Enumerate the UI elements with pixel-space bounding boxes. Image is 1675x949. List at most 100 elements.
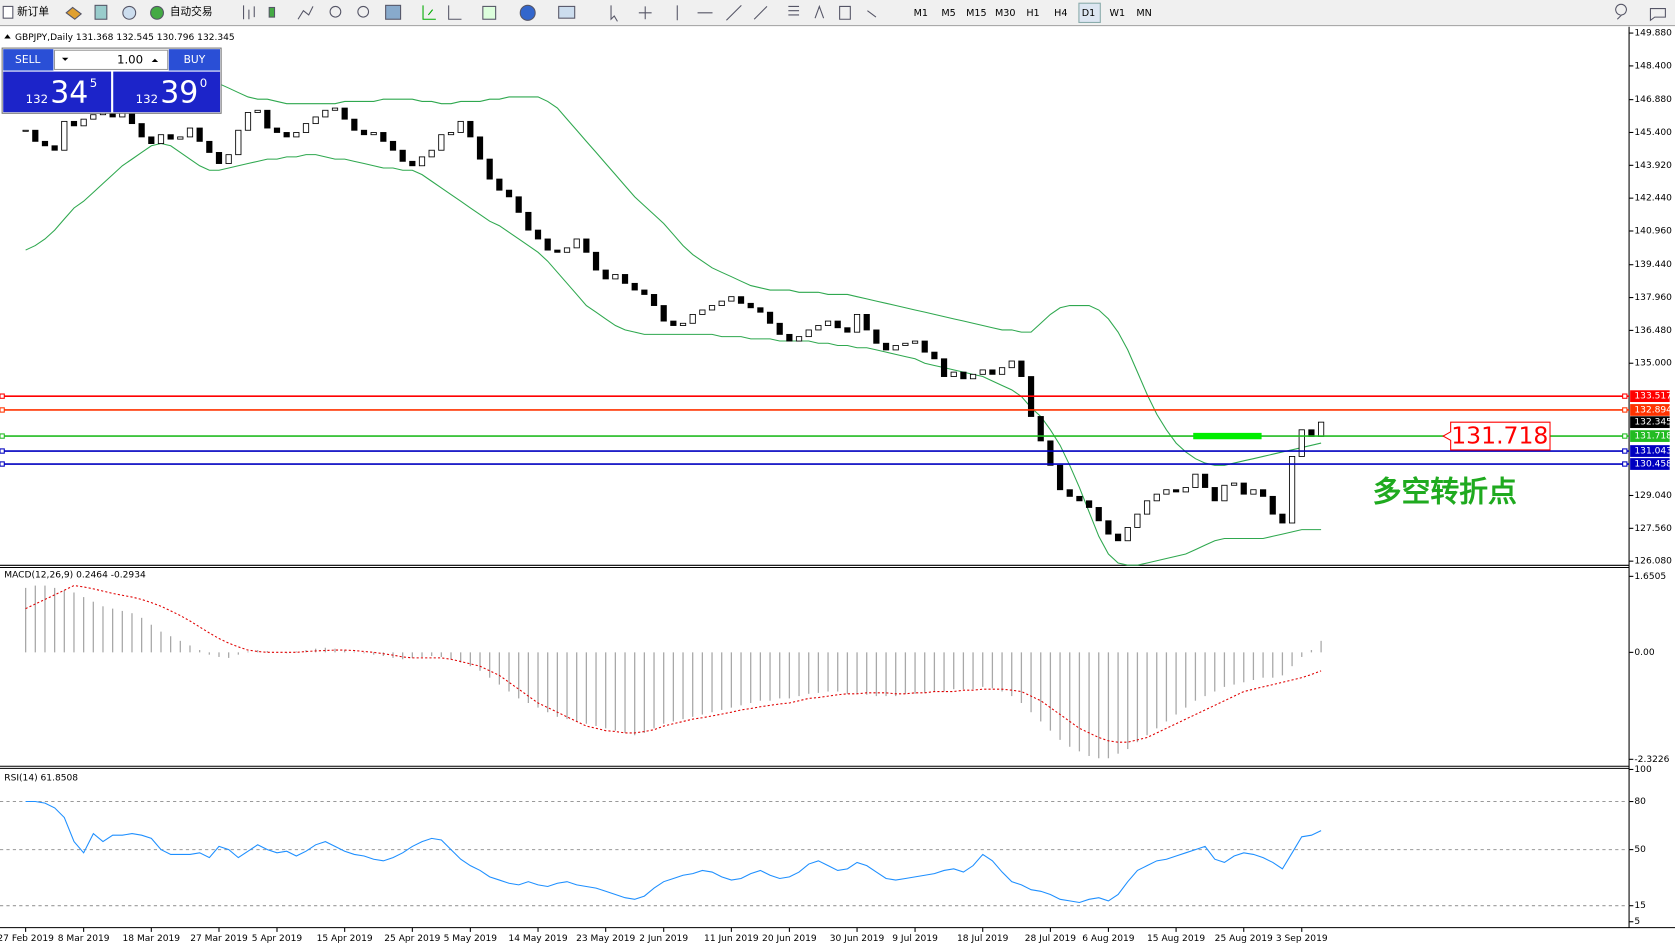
- candle: [476, 136, 484, 160]
- buy-button[interactable]: [168, 49, 221, 71]
- candle: [1153, 493, 1160, 502]
- candle: [235, 129, 242, 156]
- candle: [960, 371, 967, 380]
- timeframe-button[interactable]: M30: [995, 8, 1016, 19]
- candle: [157, 134, 165, 144]
- candle: [1221, 484, 1228, 502]
- timeframe-button[interactable]: M5: [941, 8, 955, 19]
- icon[interactable]: [122, 5, 137, 20]
- toolbar: [0, 0, 1675, 26]
- x-tick-label: 6 Aug 2019: [1082, 934, 1135, 944]
- timeframe-button[interactable]: MN: [1136, 8, 1151, 19]
- y-tick-label: 146.880: [1634, 95, 1672, 105]
- timeframe-button[interactable]: D1: [1082, 8, 1096, 19]
- x-tick-label: 27 Mar 2019: [190, 934, 248, 944]
- icon[interactable]: [422, 5, 436, 20]
- search[interactable]: [1615, 3, 1627, 20]
- x-tick-label: 27 Feb 2019: [0, 934, 54, 944]
- new-order-label[interactable]: 新订单: [17, 5, 49, 18]
- x-tick-label: 9 Jul 2019: [892, 934, 938, 944]
- candle: [795, 336, 803, 342]
- timeframe-button[interactable]: M1: [914, 8, 928, 19]
- candle: [621, 274, 629, 284]
- buy-price-sup: 0: [200, 76, 207, 90]
- candle: [1076, 495, 1083, 502]
- y-tick-label: 143.920: [1634, 161, 1672, 171]
- zoom-in[interactable]: [329, 5, 342, 18]
- candle: [612, 274, 619, 280]
- candle: [969, 373, 977, 380]
- x-tick-label: 20 Jun 2019: [762, 934, 817, 944]
- candle: [1114, 533, 1122, 542]
- candle: [873, 329, 880, 344]
- zoom-out[interactable]: [357, 5, 370, 18]
- timeframe-button[interactable]: M15: [966, 8, 987, 19]
- candle: [1279, 513, 1286, 524]
- chat[interactable]: [1649, 8, 1666, 22]
- candle: [921, 340, 928, 353]
- level-handle[interactable]: [0, 448, 5, 454]
- icon[interactable]: [65, 6, 83, 20]
- auto-trading-label[interactable]: 自动交易: [170, 5, 213, 18]
- periods[interactable]: [519, 4, 536, 21]
- level-handle[interactable]: [1622, 393, 1628, 399]
- icon[interactable]: [385, 4, 402, 20]
- timeframe-button[interactable]: W1: [1110, 8, 1126, 19]
- new-order-icon[interactable]: [2, 5, 14, 19]
- timeframe-button[interactable]: H1: [1026, 8, 1039, 19]
- candle: [776, 322, 783, 335]
- level-price-label: 130.458: [1634, 460, 1672, 470]
- candle: [1085, 500, 1093, 508]
- level-handle[interactable]: [1622, 407, 1628, 413]
- candle: [80, 118, 87, 127]
- candle: [989, 369, 996, 375]
- level-handle[interactable]: [1622, 461, 1628, 467]
- icon[interactable]: [448, 5, 462, 20]
- level-handle[interactable]: [1622, 433, 1628, 439]
- level-handle[interactable]: [0, 393, 5, 399]
- candle: [602, 269, 609, 280]
- candle: [467, 120, 474, 138]
- sell-button[interactable]: [3, 49, 54, 71]
- templates[interactable]: [558, 5, 576, 19]
- candle: [708, 305, 716, 311]
- icon[interactable]: [94, 4, 108, 20]
- current-price-label: 132.345: [1634, 418, 1672, 428]
- y-tick-label: 137.960: [1634, 293, 1672, 303]
- auto-trading-icon[interactable]: [150, 5, 164, 20]
- x-tick-label: 8 Mar 2019: [58, 934, 110, 944]
- candle: [1317, 421, 1325, 437]
- sell-price-box[interactable]: [3, 71, 112, 113]
- drawing-tools[interactable]: [610, 4, 877, 22]
- icon[interactable]: [243, 5, 255, 20]
- collapse-arrow[interactable]: [4, 34, 11, 39]
- candle: [631, 282, 638, 291]
- level-handle[interactable]: [0, 433, 5, 439]
- candle: [911, 340, 919, 344]
- level-handle[interactable]: [0, 461, 5, 467]
- level-handle[interactable]: [0, 407, 5, 413]
- candle: [331, 107, 339, 111]
- level-price-label: 133.517: [1634, 392, 1672, 402]
- candle: [1095, 507, 1102, 522]
- chart-title: GBPJPY,Daily 131.368 132.545 130.796 132…: [15, 33, 235, 43]
- indicators[interactable]: [482, 5, 497, 20]
- buy-price-box[interactable]: [113, 71, 221, 113]
- icon[interactable]: [268, 6, 276, 18]
- y-tick-label: 149.880: [1634, 29, 1672, 39]
- lot-field[interactable]: [53, 49, 169, 70]
- plots: 149.880 148.400 146.880 145.400 143.920 142.4…: [0, 29, 1672, 944]
- timeframe-button[interactable]: H4: [1054, 8, 1067, 19]
- level-price-label: 131.043: [1634, 447, 1672, 457]
- y-tick-label: 145.400: [1634, 128, 1672, 138]
- candle: [1298, 429, 1305, 457]
- icon[interactable]: [297, 6, 314, 20]
- level-handle[interactable]: [1622, 448, 1628, 454]
- candle: [940, 358, 948, 377]
- candle: [815, 325, 822, 331]
- x-tick-label: 30 Jun 2019: [830, 934, 885, 944]
- candle: [70, 120, 78, 127]
- candle: [225, 154, 232, 164]
- buy-price-prefix: 132: [136, 92, 158, 106]
- candle: [244, 112, 252, 131]
